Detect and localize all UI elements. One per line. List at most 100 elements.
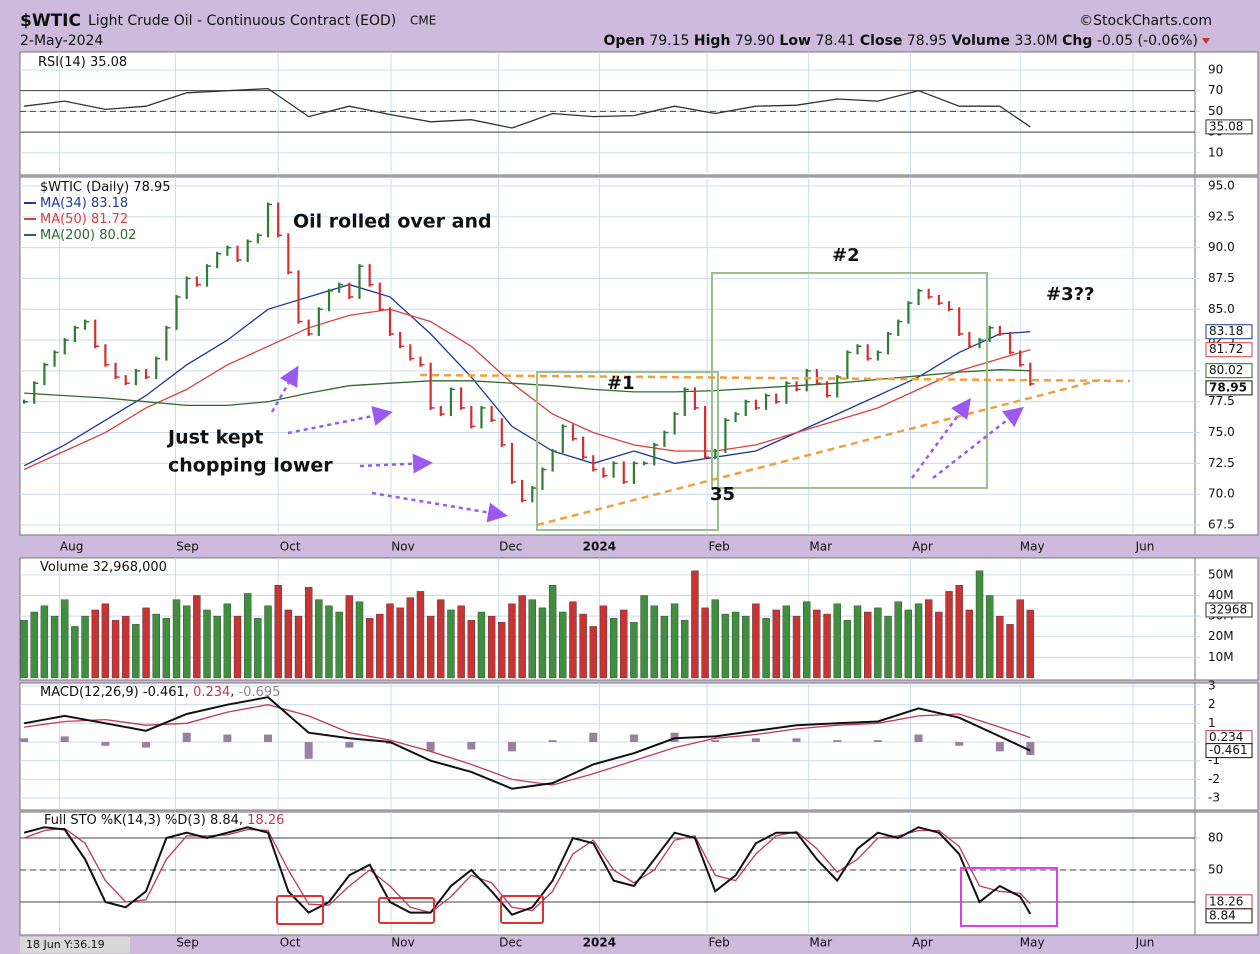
price-bar: [134, 368, 140, 386]
volume-bar: [965, 609, 974, 679]
legend: MA(34) 83.18: [40, 196, 128, 211]
x-tick-label: Nov: [391, 540, 414, 554]
volume-bar: [264, 605, 272, 679]
x-tick-label: Jun: [1135, 540, 1155, 554]
volume-bar: [406, 597, 415, 679]
price-bar: [256, 233, 262, 244]
price-bar: [653, 442, 659, 466]
price-bar: [825, 381, 832, 398]
volume-bar: [243, 593, 252, 679]
value-box: [1205, 380, 1253, 396]
line-series: [24, 704, 1031, 786]
volume-bar: [71, 626, 79, 679]
volume-bar: [538, 607, 547, 679]
price-bar: [968, 331, 974, 349]
x-tick-label: Sep: [176, 936, 199, 950]
value-box-label: 18.26: [1209, 894, 1243, 908]
price-bar: [388, 307, 394, 336]
x-tick-label: Aug: [60, 540, 83, 554]
price-bar: [988, 325, 994, 343]
volume-bar: [721, 613, 730, 679]
price-bar: [216, 251, 222, 269]
value-box: [1205, 324, 1253, 340]
legend-part: MA(50): [40, 212, 87, 227]
value-box: [1205, 908, 1253, 924]
volume-bar: [122, 615, 130, 679]
legend-part: 81.72: [91, 212, 128, 227]
annotation: Just kept: [166, 427, 263, 449]
volume-bar: [996, 615, 1004, 679]
y-tick-label: 10: [1208, 145, 1223, 159]
highlight-boxes: [276, 895, 544, 925]
line-series: [23, 826, 1032, 916]
annotation: Oil rolled over and: [293, 211, 492, 233]
price-bar: [582, 436, 588, 460]
y-tick-label: 67.5: [1208, 518, 1235, 532]
volume-bar: [985, 595, 994, 679]
x-tick-label: 2024: [583, 540, 616, 554]
x-tick-label: Oct: [280, 540, 301, 554]
volume-bar: [355, 601, 364, 679]
value-box-label: 35.08: [1209, 119, 1243, 133]
price-bar: [521, 479, 527, 503]
price-bar: [480, 405, 486, 429]
value-box: [1205, 119, 1253, 135]
trend-line: [536, 378, 1101, 527]
price-bar: [419, 356, 425, 367]
y-tick-label: 50: [1208, 862, 1223, 876]
volume-bar: [467, 620, 475, 679]
volume-bar: [620, 609, 628, 679]
volume-bar: [884, 615, 892, 679]
y-tick-label: 90: [1208, 62, 1223, 76]
label: Chg: [1062, 33, 1092, 49]
volume-bar: [477, 611, 486, 679]
symbol: $WTIC: [20, 11, 81, 31]
volume-bar: [508, 603, 516, 679]
y-tick-label: 77.5: [1208, 394, 1235, 408]
legend-part: -0.461: [143, 685, 185, 700]
value: 79.90: [735, 33, 775, 49]
price-bar: [622, 461, 628, 484]
y-tick-label: 80: [1208, 831, 1223, 845]
volume-bar: [670, 603, 679, 679]
legend-part: -0.695: [239, 685, 281, 700]
volume-bar: [752, 603, 760, 679]
volume-bar: [396, 607, 404, 679]
value-box-label: 32968: [1209, 602, 1247, 616]
value: 33.0M: [1014, 33, 1057, 49]
label: Low: [779, 33, 811, 49]
volume-bar: [162, 617, 171, 679]
histogram-bar: [751, 738, 760, 743]
volume-bar: [660, 615, 669, 679]
histogram-bar: [60, 736, 69, 743]
volume-bar: [142, 607, 150, 679]
legend: $WTIC (Daily) 78.95: [40, 180, 171, 195]
legend-part: Full STO %K(14,3) %D(3): [44, 813, 206, 828]
volume-bar: [447, 609, 455, 679]
annotations: Oil rolled over and Just kept chopping l…: [20, 211, 1131, 953]
volume-bar: [630, 622, 638, 679]
volume-bar: [599, 605, 608, 679]
volume-bar: [792, 615, 801, 679]
price-bar: [368, 264, 374, 287]
y-tick-label: 20M: [1208, 629, 1234, 643]
volume-bar: [193, 595, 201, 679]
price-bar: [43, 362, 49, 386]
legend: MA(200) 80.02: [40, 228, 136, 243]
arrow: [371, 491, 508, 523]
price-bar: [693, 387, 699, 410]
volume-bar: [874, 607, 882, 679]
label: Volume: [951, 33, 1010, 49]
volume-bar: [152, 613, 160, 679]
annotation: chopping lower: [168, 455, 333, 477]
price-bar: [1019, 350, 1025, 367]
volume-bar: [569, 601, 577, 679]
volume-bar: [284, 609, 293, 679]
y-tick-label: 87.5: [1208, 271, 1235, 285]
price-bar: [663, 430, 669, 447]
price-bar: [63, 338, 69, 355]
volume-bar: [1006, 624, 1014, 679]
histogram-bar: [467, 742, 476, 750]
price-bar: [165, 325, 171, 361]
x-tick-label: Jun: [1135, 936, 1155, 950]
